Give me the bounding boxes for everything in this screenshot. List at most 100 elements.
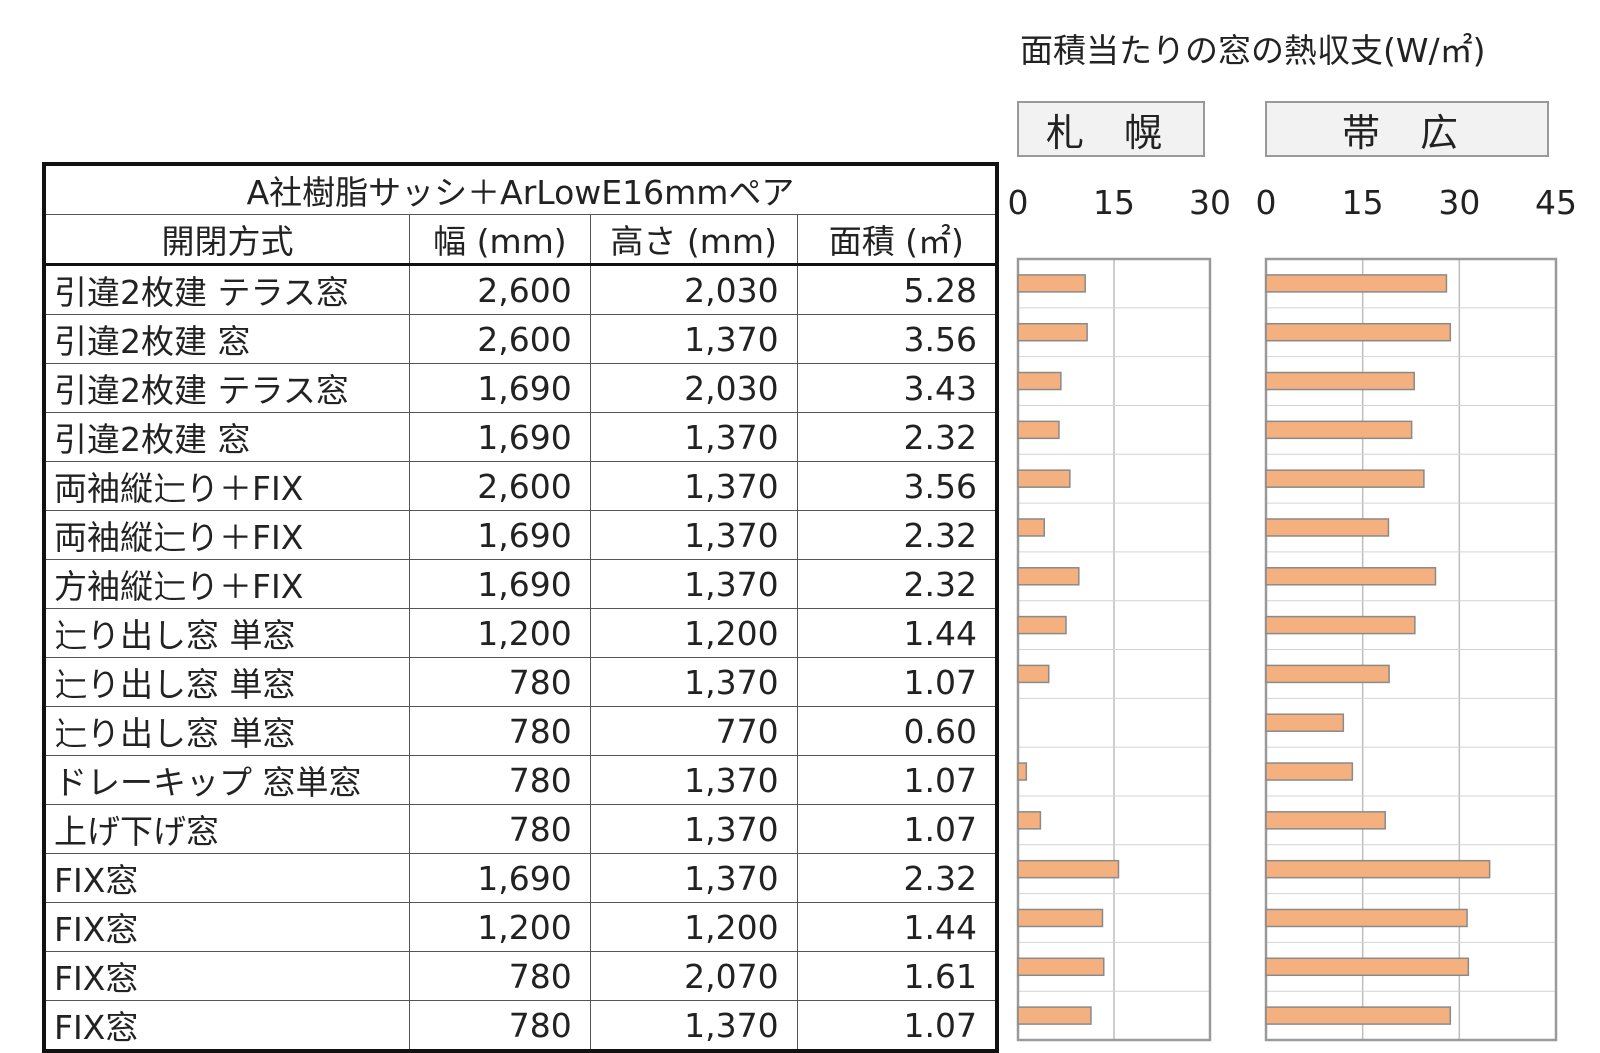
table-row: 引違2枚建 窓 1,690 1,370 2.32 <box>43 412 998 462</box>
opening-type-cell: 引違2枚建 窓 <box>43 412 411 462</box>
bar <box>1017 615 1067 635</box>
area-cell: 1.61 <box>796 951 998 1001</box>
bar <box>1265 322 1452 342</box>
height-cell: 2,030 <box>589 363 798 413</box>
width-cell: 1,200 <box>409 902 591 952</box>
bar <box>1265 713 1345 732</box>
bar <box>1017 908 1104 928</box>
chart-title: 面積当たりの窓の熱収支(W/㎡) <box>1020 31 1486 70</box>
table-row: FIX窓 780 1,370 1.07 <box>43 1000 998 1052</box>
height-cell: 1,370 <box>589 1000 798 1052</box>
bar <box>1265 518 1390 537</box>
bar <box>1017 518 1045 537</box>
table-row: 引違2枚建 テラス窓 2,600 2,030 5.28 <box>43 264 998 315</box>
bar <box>1265 469 1425 488</box>
bar <box>1265 420 1413 440</box>
x-tick-label: 30 <box>1438 183 1480 222</box>
height-cell: 1,370 <box>589 804 798 854</box>
bar <box>1017 469 1071 488</box>
area-cell: 2.32 <box>796 412 998 462</box>
table-row: FIX窓 780 2,070 1.61 <box>43 951 998 1001</box>
panel-label-sapporo: 札 幌 <box>1017 101 1205 157</box>
height-cell: 1,200 <box>589 902 798 952</box>
area-cell: 1.07 <box>796 804 998 854</box>
bar <box>1265 811 1386 830</box>
plot-frame <box>1264 257 1558 1042</box>
table-row: 引違2枚建 テラス窓 1,690 2,030 3.43 <box>43 363 998 413</box>
header-width: 幅 (mm) <box>409 214 591 266</box>
bar <box>1017 274 1086 293</box>
area-cell: 1.44 <box>796 608 998 658</box>
area-cell: 5.28 <box>796 264 998 315</box>
height-cell: 1,370 <box>589 755 798 805</box>
bar <box>1017 811 1042 830</box>
header-area: 面積 (㎡) <box>796 214 998 266</box>
bar <box>1265 908 1468 928</box>
height-cell: 1,370 <box>589 510 798 560</box>
opening-type-cell: 両袖縦辷り＋FIX <box>43 461 411 511</box>
bar <box>1265 371 1415 391</box>
opening-type-cell: FIX窓 <box>43 853 411 903</box>
width-cell: 2,600 <box>409 314 591 364</box>
table-caption: A社樹脂サッシ＋ArLowE16mmペア <box>43 163 998 215</box>
bar <box>1265 762 1354 781</box>
table-row: 上げ下げ窓 780 1,370 1.07 <box>43 804 998 854</box>
opening-type-cell: 辷り出し窓 単窓 <box>43 608 411 658</box>
bar <box>1265 664 1390 684</box>
opening-type-cell: 辷り出し窓 単窓 <box>43 657 411 707</box>
height-cell: 2,070 <box>589 951 798 1001</box>
opening-type-cell: 引違2枚建 窓 <box>43 314 411 364</box>
bar <box>1017 957 1105 977</box>
bar <box>1017 664 1050 684</box>
x-tick-label: 45 <box>1535 183 1577 222</box>
x-tick-label: 0 <box>1008 183 1029 222</box>
area-cell: 2.32 <box>796 559 998 609</box>
table-row: FIX窓 1,200 1,200 1.44 <box>43 902 998 952</box>
area-cell: 3.43 <box>796 363 998 413</box>
height-cell: 1,370 <box>589 461 798 511</box>
table-row: 両袖縦辷り＋FIX 2,600 1,370 3.56 <box>43 461 998 511</box>
area-cell: 3.56 <box>796 314 998 364</box>
table-row: 辷り出し窓 単窓 780 770 0.60 <box>43 706 998 756</box>
height-cell: 1,370 <box>589 412 798 462</box>
bar <box>1265 567 1437 586</box>
width-cell: 1,690 <box>409 559 591 609</box>
table-row: 両袖縦辷り＋FIX 1,690 1,370 2.32 <box>43 510 998 560</box>
table-row: ドレーキップ 窓単窓 780 1,370 1.07 <box>43 755 998 805</box>
area-cell: 1.44 <box>796 902 998 952</box>
window-spec-table: A社樹脂サッシ＋ArLowE16mmペア 開閉方式 幅 (mm) 高さ (mm)… <box>42 162 999 1053</box>
table-row: 引違2枚建 窓 2,600 1,370 3.56 <box>43 314 998 364</box>
width-cell: 780 <box>409 755 591 805</box>
height-cell: 1,370 <box>589 657 798 707</box>
bar <box>1265 615 1416 635</box>
area-cell: 1.07 <box>796 755 998 805</box>
x-tick-label: 15 <box>1093 183 1135 222</box>
width-cell: 1,200 <box>409 608 591 658</box>
width-cell: 1,690 <box>409 412 591 462</box>
bar <box>1265 1006 1452 1025</box>
table-row: 辷り出し窓 単窓 780 1,370 1.07 <box>43 657 998 707</box>
width-cell: 780 <box>409 804 591 854</box>
width-cell: 1,690 <box>409 853 591 903</box>
bar <box>1017 859 1120 879</box>
panel-label-obihiro: 帯 広 <box>1265 101 1549 157</box>
width-cell: 780 <box>409 1000 591 1052</box>
opening-type-cell: 引違2枚建 テラス窓 <box>43 363 411 413</box>
x-tick-label: 0 <box>1256 183 1277 222</box>
opening-type-cell: 辷り出し窓 単窓 <box>43 706 411 756</box>
area-cell: 2.32 <box>796 510 998 560</box>
table-body: 引違2枚建 テラス窓 2,600 2,030 5.28 引違2枚建 窓 2,600 1,37… <box>43 264 998 1052</box>
width-cell: 780 <box>409 951 591 1001</box>
bar <box>1017 1006 1092 1025</box>
opening-type-cell: 上げ下げ窓 <box>43 804 411 854</box>
table-row: 辷り出し窓 単窓 1,200 1,200 1.44 <box>43 608 998 658</box>
height-cell: 1,200 <box>589 608 798 658</box>
table-row: 方袖縦辷り＋FIX 1,690 1,370 2.32 <box>43 559 998 609</box>
opening-type-cell: FIX窓 <box>43 951 411 1001</box>
opening-type-cell: 両袖縦辷り＋FIX <box>43 510 411 560</box>
opening-type-cell: 引違2枚建 テラス窓 <box>43 264 411 315</box>
bar <box>1017 322 1088 342</box>
bar <box>1265 957 1470 977</box>
bar <box>1017 420 1060 440</box>
